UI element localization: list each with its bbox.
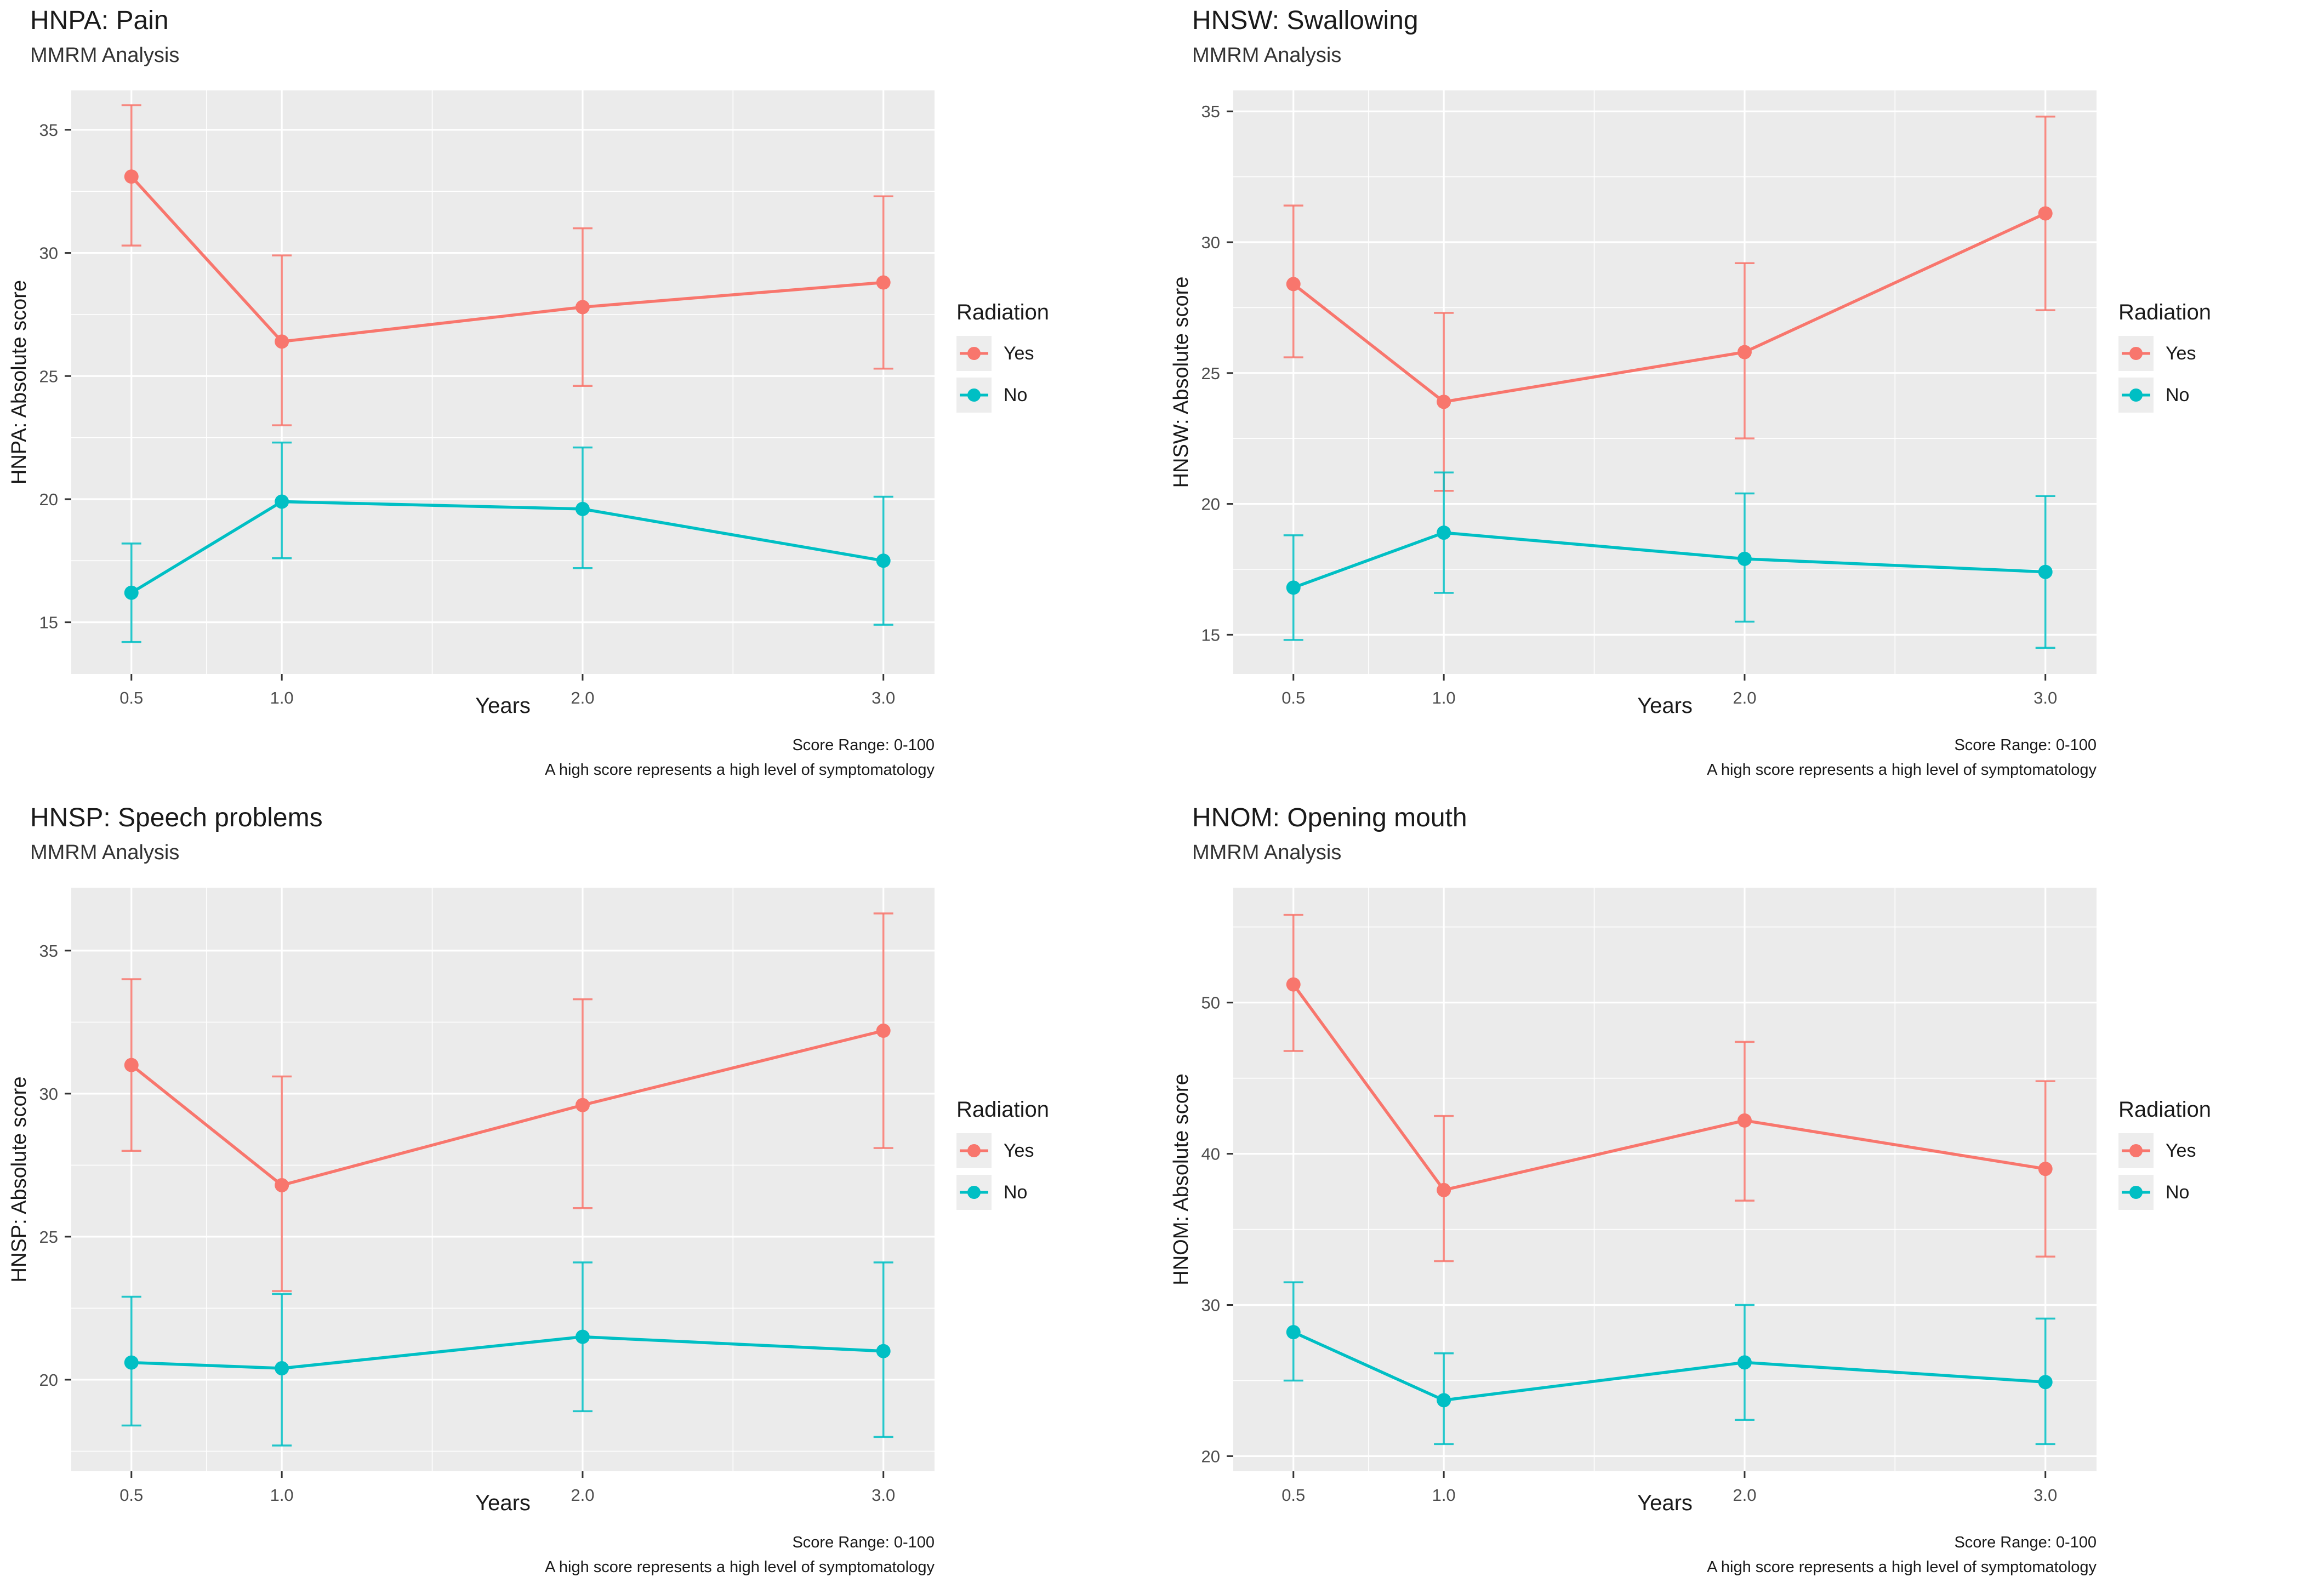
legend-item-yes: Yes <box>2118 1133 2211 1168</box>
svg-text:15: 15 <box>1201 625 1220 644</box>
legend-item-yes: Yes <box>956 336 1049 371</box>
svg-text:2.0: 2.0 <box>1733 1486 1756 1504</box>
svg-text:35: 35 <box>39 121 58 140</box>
plot-area: 15 20 25 30 35 0.5 1.0 2.0 3.0 <box>1201 90 2097 707</box>
svg-text:25: 25 <box>39 1227 58 1247</box>
chart-title: HNSP: Speech problems <box>30 803 323 832</box>
legend-key-yes-icon <box>2118 336 2154 371</box>
svg-text:35: 35 <box>39 941 58 961</box>
svg-text:50: 50 <box>1201 993 1220 1013</box>
svg-text:1.0: 1.0 <box>1432 688 1456 707</box>
caption-line1: Score Range: 0-100 <box>1954 736 2097 754</box>
svg-text:1.0: 1.0 <box>270 688 294 707</box>
legend-key-yes-icon <box>956 1133 992 1168</box>
legend-label: No <box>1004 1181 1028 1203</box>
legend: Radiation Yes No <box>956 1098 1049 1216</box>
legend-label: Yes <box>1004 1140 1034 1161</box>
legend-title: Radiation <box>956 1098 1050 1122</box>
svg-text:0.5: 0.5 <box>119 1486 143 1504</box>
caption-line1: Score Range: 0-100 <box>1954 1534 2097 1551</box>
legend-key-no-icon <box>2118 378 2154 413</box>
plot-area: 20 25 30 35 0.5 1.0 2.0 3.0 <box>39 888 935 1504</box>
chart-subtitle: MMRM Analysis <box>30 841 180 864</box>
svg-text:25: 25 <box>39 367 58 386</box>
svg-text:0.5: 0.5 <box>119 688 143 707</box>
svg-text:25: 25 <box>1201 364 1220 383</box>
legend: Radiation Yes No <box>956 300 1049 419</box>
chart-title: HNPA: Pain <box>30 6 169 35</box>
svg-text:3.0: 3.0 <box>2034 688 2057 707</box>
legend: Radiation Yes No <box>2118 300 2211 419</box>
svg-text:1.0: 1.0 <box>1432 1486 1456 1504</box>
svg-text:2.0: 2.0 <box>571 1486 594 1504</box>
legend-key-no-icon <box>956 378 992 413</box>
caption-line2: A high score represents a high level of … <box>1707 761 2097 779</box>
caption: Score Range: 0-100 A high score represen… <box>71 733 935 782</box>
legend-title: Radiation <box>956 300 1050 324</box>
svg-text:0.5: 0.5 <box>1281 688 1305 707</box>
svg-text:1.0: 1.0 <box>270 1486 294 1504</box>
legend-label: No <box>2166 384 2190 405</box>
legend-item-no: No <box>2118 1175 2211 1210</box>
legend-key-yes-icon <box>956 336 992 371</box>
x-axis-label: Years <box>475 694 531 718</box>
caption-line1: Score Range: 0-100 <box>792 736 935 754</box>
panel-hnsp-speech: HNSP: Speech problems MMRM Analysis HNSP… <box>0 797 1162 1594</box>
legend-item-no: No <box>956 1175 1049 1210</box>
legend-label: No <box>1004 384 1028 405</box>
panel-hnsw-swallowing: HNSW: Swallowing MMRM Analysis HNSW: Abs… <box>1162 0 2324 797</box>
legend-key-no-icon <box>2118 1175 2154 1210</box>
caption-line2: A high score represents a high level of … <box>1707 1558 2097 1576</box>
svg-text:3.0: 3.0 <box>872 1486 895 1504</box>
chart-title: HNSW: Swallowing <box>1192 6 1419 35</box>
svg-text:15: 15 <box>39 613 58 632</box>
x-axis-label: Years <box>475 1491 531 1515</box>
caption: Score Range: 0-100 A high score represen… <box>71 1530 935 1580</box>
legend-title: Radiation <box>2118 300 2212 324</box>
legend-label: Yes <box>2166 1140 2196 1161</box>
svg-text:20: 20 <box>39 1370 58 1390</box>
caption-line2: A high score represents a high level of … <box>545 761 935 779</box>
svg-text:40: 40 <box>1201 1145 1220 1164</box>
x-axis-label: Years <box>1637 1491 1693 1515</box>
svg-text:0.5: 0.5 <box>1281 1486 1305 1504</box>
svg-text:30: 30 <box>1201 233 1220 252</box>
svg-text:3.0: 3.0 <box>2034 1486 2057 1504</box>
caption-line2: A high score represents a high level of … <box>545 1558 935 1576</box>
caption: Score Range: 0-100 A high score represen… <box>1233 733 2097 782</box>
legend-label: No <box>2166 1181 2190 1203</box>
legend-key-yes-icon <box>2118 1133 2154 1168</box>
legend-item-yes: Yes <box>2118 336 2211 371</box>
legend-item-no: No <box>2118 378 2211 413</box>
plot-area: 15 20 25 30 35 0.5 1.0 2.0 3.0 <box>39 90 935 707</box>
chart-subtitle: MMRM Analysis <box>30 44 180 67</box>
svg-text:2.0: 2.0 <box>1733 688 1756 707</box>
svg-text:20: 20 <box>39 490 58 509</box>
legend-item-no: No <box>956 378 1049 413</box>
legend-label: Yes <box>2166 342 2196 364</box>
svg-text:2.0: 2.0 <box>571 688 594 707</box>
x-axis-label: Years <box>1637 694 1693 718</box>
svg-text:30: 30 <box>39 244 58 263</box>
svg-text:30: 30 <box>39 1084 58 1104</box>
panel-hnom-opening-mouth: HNOM: Opening mouth MMRM Analysis HNOM: … <box>1162 797 2324 1594</box>
legend-title: Radiation <box>2118 1098 2212 1122</box>
legend-item-yes: Yes <box>956 1133 1049 1168</box>
svg-text:20: 20 <box>1201 1447 1220 1466</box>
chart-title: HNOM: Opening mouth <box>1192 803 1467 832</box>
chart-subtitle: MMRM Analysis <box>1192 841 1342 864</box>
svg-text:35: 35 <box>1201 102 1220 121</box>
legend: Radiation Yes No <box>2118 1098 2211 1216</box>
caption-line1: Score Range: 0-100 <box>792 1534 935 1551</box>
legend-label: Yes <box>1004 342 1034 364</box>
legend-key-no-icon <box>956 1175 992 1210</box>
svg-text:30: 30 <box>1201 1296 1220 1315</box>
svg-text:20: 20 <box>1201 495 1220 514</box>
svg-text:3.0: 3.0 <box>872 688 895 707</box>
chart-subtitle: MMRM Analysis <box>1192 44 1342 67</box>
panel-hnpa-pain: HNPA: Pain MMRM Analysis HNPA: Absolute … <box>0 0 1162 797</box>
plot-area: 20 30 40 50 0.5 1.0 2.0 3.0 <box>1201 888 2097 1504</box>
caption: Score Range: 0-100 A high score represen… <box>1233 1530 2097 1580</box>
